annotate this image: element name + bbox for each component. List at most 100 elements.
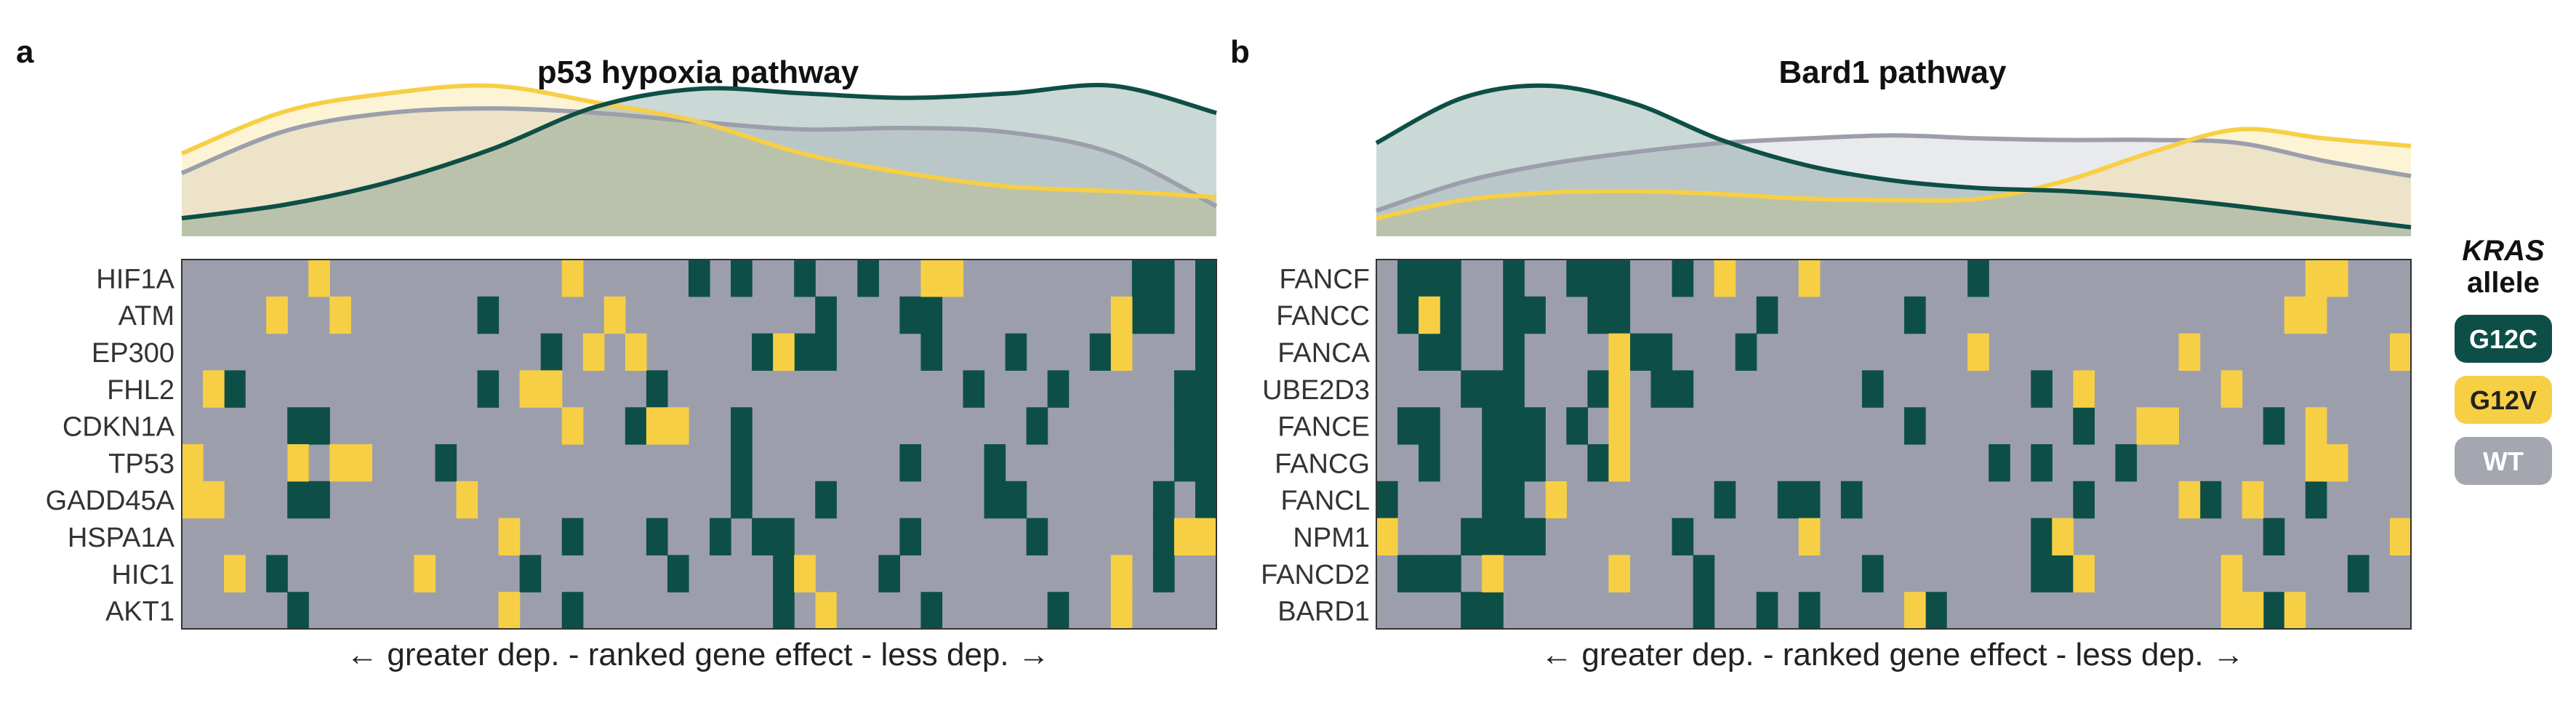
heatmap-cell-g12c [1503,296,1525,334]
heatmap-cell-g12v [2284,296,2306,334]
heatmap-cell-g12c [1419,260,1440,297]
heatmap-cell-g12v [182,481,204,519]
heatmap-cell-g12c [1195,260,1217,297]
heatmap-cell-g12c [2031,444,2053,482]
heatmap-cell-g12c [1195,333,1217,371]
heatmap-cell-g12v [1419,296,1440,334]
heatmap-cell-g12c [1503,481,1525,519]
panel-b: b Bard1 pathway FANCFFANCCFANCAUBE2D3FAN… [1230,34,2412,672]
heatmap-cell-g12c [688,260,710,297]
heatmap-cell-g12v [646,407,668,445]
density-area-wt [182,108,1216,236]
panel-letter: a [16,34,34,70]
row-label: FANCL [1281,486,1370,516]
heatmap-cell-g12v [1904,592,1926,630]
heatmap-cell-g12c [1419,333,1440,371]
density-area-g12v [182,85,1216,237]
heatmap-cell-g12c [773,592,795,630]
heatmap-cell-g12c [1397,260,1419,297]
heatmap-cell-g12c [1173,407,1196,445]
heatmap-cell-g12c [1904,407,1926,445]
heatmap-cell-g12v [2305,407,2327,445]
row-label: HIC1 [111,560,174,590]
row-label: GADD45A [46,486,175,516]
heatmap-cell-g12c [731,481,753,519]
legend-label: G12V [2470,385,2537,415]
heatmap-cell-g12c [1587,260,1610,297]
heatmap-cell-g12c [308,481,330,519]
heatmap-cell-g12c [1587,370,1610,408]
heatmap-cell-g12v [540,370,563,408]
heatmap-cell-g12v [2389,333,2412,371]
panel-letter: b [1230,34,1250,70]
heatmap-cell-g12v [2073,370,2095,408]
heatmap-cell-g12c [2263,407,2285,445]
row-label: UBE2D3 [1262,375,1370,406]
heatmap-cell-g12c [773,555,795,593]
heatmap-cell-g12c [752,333,774,371]
heatmap-cell-g12v [203,370,225,408]
heatmap-cell-g12c [1461,592,1482,630]
heatmap-cell-g12c [1714,481,1736,519]
heatmap-cell-g12v [2220,370,2243,408]
heatmap-cell-g12c [1608,296,1631,334]
heatmap-cell-g12v [2389,518,2412,555]
heatmap-cell-g12v [582,333,605,371]
density-line-g12c [1375,83,2412,230]
heatmap-cell-g12v [2220,592,2243,630]
heatmap-cell-g12v [1608,407,1631,445]
heatmap-cell-g12c [1756,592,1778,630]
heatmap-cell-g12c [920,333,943,371]
heatmap-cell-g12v [1608,333,1631,371]
heatmap-cell-g12c [1608,260,1631,297]
heatmap-cell-g12c [1461,518,1482,555]
heatmap-cell-g12c [2263,592,2285,630]
heatmap-cell-g12v [1545,481,1567,519]
heatmap-cell-g12c [2305,481,2327,519]
heatmap-border [181,259,1217,630]
heatmap-cell-g12c [794,333,816,371]
heatmap-cell-g12c [920,296,943,334]
heatmap-cell-g12v [815,592,837,630]
heatmap-cell-g12c [1503,518,1525,555]
heatmap-cell-g12c [1152,296,1175,334]
row-label: AKT1 [105,597,174,627]
heatmap-cell-g12c [1524,444,1546,482]
heatmap-cell-g12v [1173,518,1196,555]
heatmap-cell-g12c [752,518,774,555]
heatmap-cell-g12c [1195,481,1217,519]
row-label: NPM1 [1293,523,1370,553]
heatmap-cell-g12v [2326,444,2348,482]
heatmap-cell-g12v [1608,555,1631,593]
legend-title-italic: KRAS [2462,235,2545,267]
heatmap-cell-g12c [1173,370,1196,408]
heatmap-cell-g12c [984,444,1006,482]
heatmap-cell-g12c [1440,333,1461,371]
heatmap-cell-g12c [794,260,816,297]
heatmap-cell-g12c [1482,592,1504,630]
heatmap-cell-g12c [1152,555,1175,593]
heatmap-cell-g12c [1152,481,1175,519]
heatmap-cell-g12c [1989,444,2010,482]
row-label: CDKN1A [63,412,175,443]
heatmap-cell-g12v [1798,518,1821,555]
heatmap-cell-g12c [435,444,457,482]
heatmap-cell-g12v [2242,592,2264,630]
heatmap-cell-g12c [2031,518,2053,555]
row-label: FANCE [1277,412,1370,443]
heatmap-cell-g12c [2263,518,2285,555]
heatmap-cell-g12v [414,555,436,593]
heatmap-cell-g12c [899,518,922,555]
heatmap-cell-g12c [773,518,795,555]
heatmap-cell-g12c [2347,555,2370,593]
heatmap-cell-g12c [287,481,309,519]
heatmap-cell-g12c [308,407,330,445]
heatmap-cell-g12v [561,407,584,445]
heatmap-cell-g12v [2326,260,2348,297]
heatmap-cell-g12c [1397,555,1419,593]
heatmap-cell-g12v [773,333,795,371]
heatmap-cell-g12v [2052,518,2074,555]
heatmap-cell-g12v [794,555,816,593]
row-label: ATM [119,301,174,332]
heatmap-cell-g12v [2136,407,2159,445]
